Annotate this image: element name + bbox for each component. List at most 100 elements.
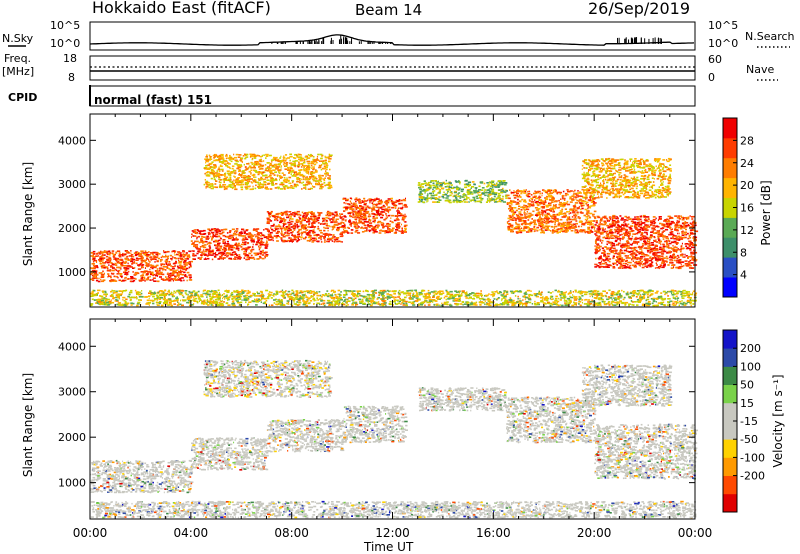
data-cell: [554, 219, 556, 222]
data-cell: [164, 266, 168, 268]
data-cell: [375, 228, 377, 230]
data-cell: [594, 240, 597, 243]
data-cell: [474, 187, 478, 189]
data-cell: [566, 225, 569, 227]
data-cell: [296, 240, 298, 243]
data-cell: [364, 212, 367, 215]
data-cell: [501, 187, 504, 190]
data-cell: [266, 240, 268, 242]
data-cell: [550, 225, 554, 228]
data-cell: [335, 237, 340, 239]
data-cell: [526, 231, 530, 233]
data-cell: [217, 246, 219, 248]
data-cell: [101, 266, 104, 269]
data-cell: [176, 274, 180, 276]
data-cell: [159, 270, 161, 272]
data-cell: [293, 215, 296, 218]
data-cell: [539, 225, 543, 228]
data-cell: [498, 189, 501, 191]
data-cell: [299, 223, 303, 225]
data-cell: [537, 206, 539, 209]
data-cell: [461, 188, 464, 191]
data-cell: [397, 212, 401, 214]
data-cell: [466, 184, 469, 187]
data-cell: [374, 225, 377, 228]
data-cell: [308, 232, 311, 234]
data-cell: [435, 188, 438, 190]
data-cell: [608, 220, 610, 222]
data-cell: [686, 232, 689, 235]
data-cell: [297, 233, 300, 236]
data-cell: [566, 218, 570, 221]
data-cell: [265, 255, 268, 257]
data-cell: [246, 258, 250, 261]
data-cell: [560, 228, 564, 230]
data-cell: [681, 247, 684, 250]
data-cell: [98, 272, 102, 274]
data-cell: [156, 252, 159, 254]
data-cell: [298, 216, 301, 219]
data-cell: [689, 247, 692, 250]
data-cell: [544, 199, 547, 202]
data-cell: [571, 227, 574, 229]
data-cell: [505, 197, 508, 199]
data-cell: [147, 276, 150, 279]
data-cell: [690, 255, 693, 257]
data-cell: [192, 254, 195, 257]
data-cell: [179, 273, 182, 276]
data-cell: [659, 248, 662, 251]
data-cell: [627, 238, 631, 240]
data-cell: [313, 226, 317, 228]
data-cell: [551, 221, 553, 223]
data-cell: [651, 261, 654, 263]
data-cell: [340, 233, 343, 235]
data-cell: [259, 244, 262, 246]
data-cell: [524, 227, 528, 229]
data-cell: [134, 260, 136, 263]
data-cell: [344, 220, 347, 222]
data-cell: [683, 264, 685, 267]
data-cell: [685, 224, 689, 227]
data-cell: [430, 180, 435, 182]
data-cell: [455, 200, 459, 203]
data-cell: [565, 194, 567, 197]
data-cell: [513, 190, 515, 192]
data-cell: [509, 218, 511, 221]
data-cell: [391, 227, 395, 230]
data-cell: [552, 189, 555, 192]
data-cell: [666, 261, 668, 263]
data-cell: [609, 223, 612, 225]
data-cell: [144, 251, 149, 254]
data-cell: [561, 203, 564, 205]
data-cell: [638, 264, 641, 266]
data-cell: [304, 224, 308, 226]
data-cell: [146, 255, 149, 258]
data-cell: [344, 230, 348, 232]
data-cell: [100, 276, 104, 278]
data-cell: [660, 253, 663, 255]
data-cell: [601, 231, 605, 233]
data-cell: [641, 243, 644, 245]
data-cell: [458, 189, 460, 191]
data-cell: [373, 208, 375, 210]
data-cell: [274, 179, 278, 181]
data-cell: [606, 243, 608, 246]
data-cell: [579, 202, 583, 204]
data-cell: [604, 228, 606, 230]
data-cell: [375, 206, 378, 208]
data-cell: [580, 204, 583, 206]
data-cell: [301, 232, 303, 235]
data-cell: [340, 231, 342, 234]
data-cell: [632, 260, 635, 262]
data-cell: [191, 236, 192, 238]
data-cell: [525, 208, 530, 211]
data-cell: [500, 199, 504, 202]
data-cell: [261, 173, 263, 175]
data-cell: [654, 259, 658, 261]
data-cell: [647, 217, 650, 220]
data-cell: [533, 219, 536, 222]
data-cell: [293, 226, 297, 228]
data-cell: [541, 206, 545, 208]
data-cell: [343, 222, 345, 224]
data-cell: [302, 228, 306, 230]
